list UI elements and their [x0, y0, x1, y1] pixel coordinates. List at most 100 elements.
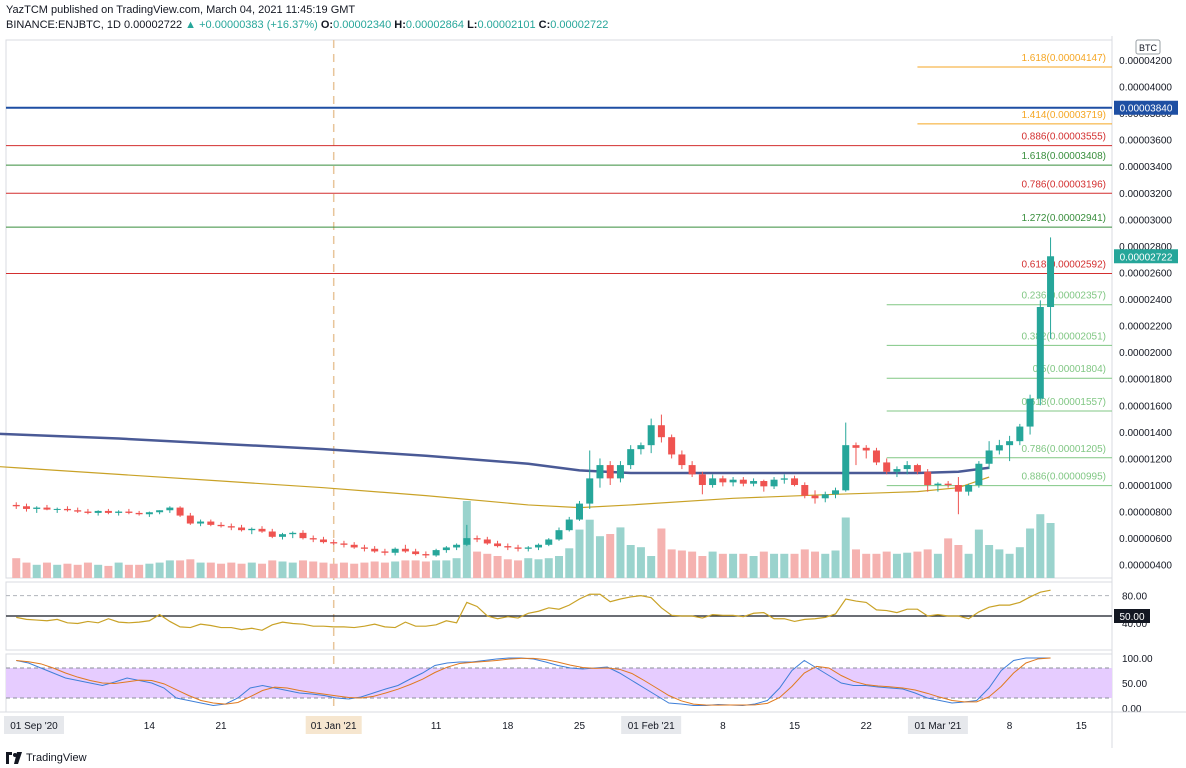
symbol[interactable]: BINANCE:ENJBTC, 1D	[6, 19, 121, 31]
time-tick-badge	[907, 716, 968, 734]
open-label: O:	[320, 19, 334, 31]
volume-bar	[923, 549, 932, 578]
price-tick-label: 0.00002000	[1119, 348, 1172, 359]
stoch-d-line	[16, 657, 1051, 706]
volume-bar	[565, 548, 574, 578]
candle-body	[12, 504, 20, 507]
candle-body	[514, 547, 522, 549]
candle-body	[360, 547, 368, 549]
candle-body	[647, 425, 655, 446]
volume-bar	[862, 553, 871, 578]
volume-bar	[411, 560, 420, 578]
volume-bar	[800, 549, 809, 578]
price-tick-label: 0.00000600	[1119, 534, 1172, 545]
candle-body	[463, 538, 471, 545]
price-tick-label: 0.00001400	[1119, 428, 1172, 439]
price-chart[interactable]: 1.618(0.00004147) 1.414(0.00003719) 0.886(…	[0, 36, 1186, 748]
candle-body	[770, 479, 778, 487]
candle-body	[954, 485, 962, 492]
candle-body	[965, 485, 973, 492]
volume-bar	[227, 562, 236, 578]
volume-bar	[503, 559, 512, 578]
candle-body	[391, 548, 399, 553]
volume-bar	[288, 562, 297, 578]
high-value: 0.00002864	[405, 19, 464, 31]
candle-body	[893, 469, 901, 472]
published-text: published on TradingView.com, March 04, …	[51, 4, 356, 16]
stoch-tick-label: 50.00	[1122, 679, 1147, 690]
candle-body	[483, 539, 491, 544]
volume-bar	[677, 550, 686, 578]
candle-body	[678, 454, 686, 466]
candle-body	[268, 531, 276, 537]
candle-body	[1016, 426, 1024, 442]
volume-bar	[206, 562, 215, 578]
stoch-k-line	[16, 657, 1051, 707]
price-tick-label: 0.00001800	[1119, 375, 1172, 386]
volume-bar	[452, 558, 461, 578]
candle-body	[74, 510, 82, 512]
volume-bar	[657, 528, 666, 578]
price-tick-label: 0.00004200	[1119, 56, 1172, 67]
price-tick-label: 0.00000400	[1119, 561, 1172, 572]
price-tick-label: 0.00003400	[1119, 162, 1172, 173]
candle-body	[494, 543, 502, 547]
volume-bar	[186, 559, 195, 578]
candle-body	[156, 510, 164, 513]
candle-body	[883, 462, 891, 472]
volume-bar	[974, 529, 983, 578]
volume-bar	[370, 561, 379, 578]
volume-bar	[339, 562, 348, 578]
candle-body	[289, 532, 297, 535]
volume-bar	[442, 560, 451, 578]
symbol-line: BINANCE:ENJBTC, 1D 0.00002722 ▲ +0.00000…	[6, 19, 608, 31]
candle-body	[412, 551, 420, 555]
volume-bar	[309, 561, 318, 578]
time-tick-label: 18	[502, 721, 514, 732]
price-tick-label: 0.00002600	[1119, 268, 1172, 279]
volume-bar	[688, 551, 697, 578]
price-axis[interactable]: 0.000042000.000040000.000038000.00003600…	[1114, 39, 1178, 572]
close-value: 0.00002722	[550, 19, 609, 31]
fib-levels: 1.618(0.00004147) 1.414(0.00003719) 0.886(…	[6, 53, 1112, 487]
volume-bar	[176, 560, 185, 578]
volume-bar	[1015, 547, 1024, 578]
volume-bar	[350, 563, 359, 578]
time-axis[interactable]: 01 Sep '20 14 21 01 Jan '21 11 18 25 01 Feb '21…	[0, 711, 1186, 734]
candle-body	[760, 481, 768, 487]
publisher-name[interactable]: YazTCM	[6, 4, 48, 16]
volume-bar	[985, 545, 994, 578]
tradingview-brand: TradingView	[26, 752, 87, 764]
volume-bar	[514, 560, 523, 578]
volume-bar	[63, 563, 72, 578]
candle-body	[821, 494, 829, 499]
fib-level-label: 0.382(0.00002051)	[1021, 331, 1106, 342]
moving-averages	[0, 432, 990, 509]
volume-bar	[298, 560, 307, 578]
candle-body	[739, 479, 747, 484]
volume-bar	[626, 545, 635, 578]
candle-body	[238, 527, 246, 531]
candle-body	[791, 478, 799, 486]
currency-badge	[1135, 39, 1161, 55]
volume-bar	[155, 562, 164, 578]
volume-bar	[790, 553, 799, 578]
volume-bar	[22, 562, 31, 578]
tradingview-logo[interactable]: TradingView	[6, 750, 87, 766]
candle-body	[166, 507, 174, 511]
volume-bar	[247, 562, 256, 578]
candle-body	[330, 542, 338, 544]
candle-body	[381, 551, 389, 553]
candle-body	[719, 478, 727, 483]
volume-bar	[882, 551, 891, 578]
volume-bar	[851, 549, 860, 578]
volume-bar	[544, 558, 553, 578]
stoch-band	[6, 668, 1112, 698]
volume-bar	[964, 553, 973, 578]
volume-bar	[278, 561, 287, 578]
candle-body	[852, 445, 860, 448]
candle-body	[125, 511, 133, 513]
candle-body	[22, 506, 30, 509]
price-tick-label: 0.00002800	[1119, 242, 1172, 253]
rsi-level-tag-label: 50.00	[1119, 612, 1144, 623]
